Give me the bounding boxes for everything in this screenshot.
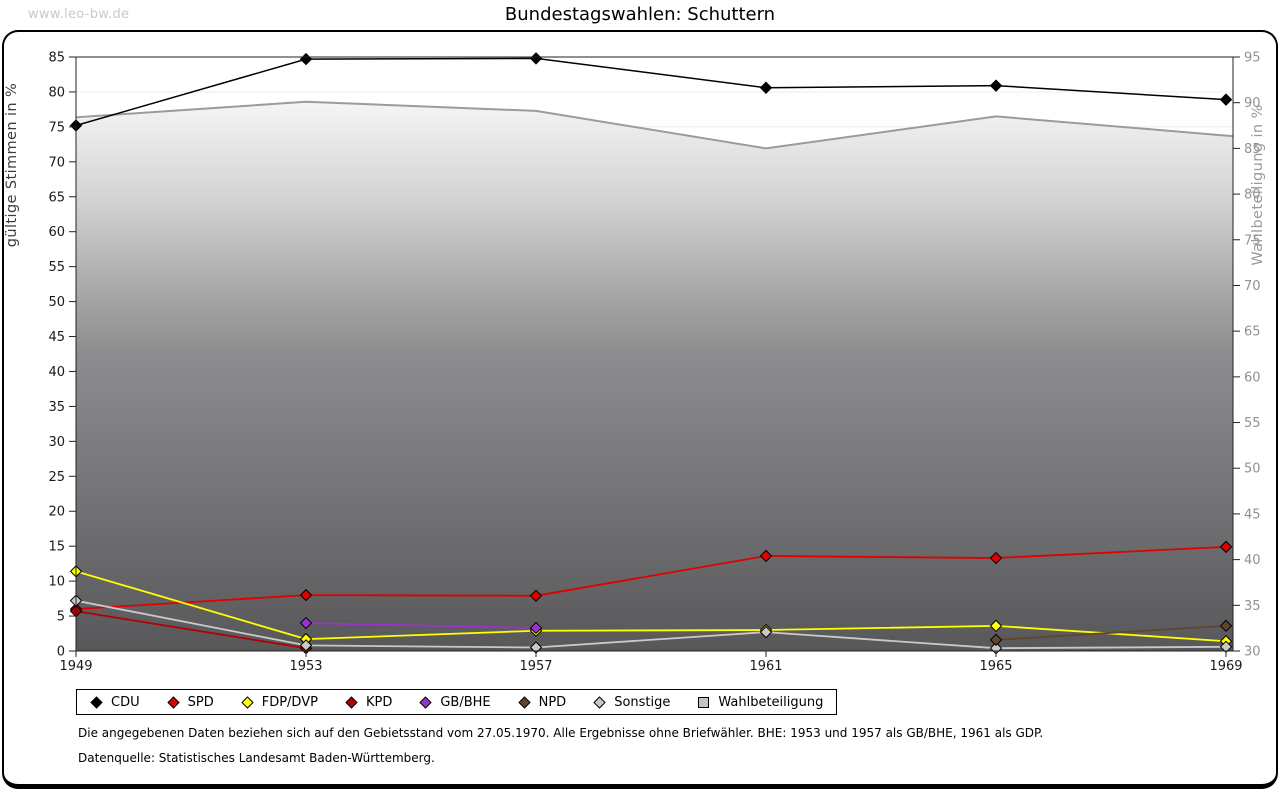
svg-text:80: 80 [48, 85, 65, 100]
series-markers-NPD [989, 619, 1233, 647]
y-axis-title-right: Wahlbeteiligung in % [1250, 104, 1266, 265]
svg-text:65: 65 [1244, 325, 1261, 340]
legend-diamond-icon [593, 695, 606, 709]
series-line-KPD [75, 610, 307, 650]
legend-item-KPD: KPD [345, 695, 392, 710]
svg-text:1965: 1965 [979, 659, 1012, 674]
svg-text:95: 95 [1244, 51, 1261, 66]
svg-text:1961: 1961 [749, 659, 782, 674]
svg-text:1949: 1949 [59, 659, 92, 674]
svg-text:1957: 1957 [519, 659, 552, 674]
svg-text:40: 40 [48, 365, 65, 380]
series-markers-CDU [69, 52, 1233, 132]
election-chart: 0 5 10 15 20 25 30 35 40 45 50 55 60 65 70 75 80 85 30 35 40… [4, 51, 1266, 675]
watermark: www.leo-bw.de [28, 7, 130, 22]
legend-label: CDU [111, 694, 140, 710]
turnout-line [75, 100, 1234, 150]
legend-item-NPD: NPD [517, 694, 567, 710]
svg-text:75: 75 [1244, 233, 1261, 248]
svg-text:15: 15 [48, 540, 65, 555]
svg-text:35: 35 [1244, 599, 1261, 614]
svg-text:55: 55 [48, 260, 65, 275]
chart-legend: CDU SPD FDP/DVP KPD GB/BHE NPD Sonstige Wahlbet… [76, 689, 838, 715]
legend-label: NPD [538, 694, 567, 710]
legend-diamond-icon [345, 695, 358, 709]
svg-text:70: 70 [48, 155, 65, 170]
turnout-area [76, 101, 1233, 652]
svg-text:85: 85 [48, 51, 65, 66]
legend-item-CDU: CDU [90, 695, 140, 710]
svg-text:45: 45 [1244, 507, 1261, 522]
svg-text:30: 30 [48, 435, 65, 450]
series-line-FDP/DVP [75, 570, 1227, 643]
footnote-datenquelle: Datenquelle: Statistisches Landesamt Bad… [78, 751, 435, 765]
footnote-gebietsstand: Die angegebenen Daten beziehen sich auf … [78, 726, 1044, 740]
page-title: Bundestagswahlen: Schuttern [504, 4, 776, 25]
svg-text:80: 80 [1244, 188, 1261, 203]
legend-label: FDP/DVP [261, 694, 318, 710]
y-axis-title-left: gültige Stimmen in % [4, 83, 20, 247]
legend-label: Sonstige [614, 694, 671, 710]
svg-text:45: 45 [48, 330, 65, 345]
plot-border [75, 56, 1234, 652]
legend-item-FDP/DVP: FDP/DVP [241, 695, 318, 710]
legend-diamond-icon [517, 695, 531, 709]
svg-text:0: 0 [57, 645, 65, 660]
legend-diamond-icon [419, 695, 433, 709]
svg-text:90: 90 [1244, 96, 1261, 111]
legend-item-GB/BHE: GB/BHE [419, 694, 491, 710]
svg-text:1953: 1953 [289, 659, 322, 674]
series-line-Sonstige [75, 599, 1227, 650]
series-line-NPD [995, 624, 1227, 641]
svg-text:50: 50 [1244, 462, 1261, 477]
series-line-SPD [75, 545, 1227, 610]
legend-diamond-icon [241, 695, 254, 709]
svg-text:50: 50 [48, 295, 65, 310]
svg-text:25: 25 [48, 470, 65, 485]
svg-text:85: 85 [1244, 142, 1261, 157]
svg-text:65: 65 [48, 190, 65, 205]
legend-label: KPD [365, 694, 393, 710]
series-markers-GB/BHE [299, 616, 543, 635]
series-line-GB/BHE [305, 622, 537, 629]
legend-label: SPD [187, 694, 214, 710]
legend-item-Sonstige: Sonstige [593, 695, 670, 710]
axis-ticks [69, 56, 1240, 657]
svg-text:70: 70 [1244, 279, 1261, 294]
axis-tick-labels: 0 5 10 15 20 25 30 35 40 45 50 55 60 65 70 75 80 85 30 35 40… [48, 51, 1260, 675]
svg-text:55: 55 [1244, 416, 1261, 431]
legend-diamond-icon [90, 695, 103, 709]
legend-label: Wahlbeteiligung [718, 694, 824, 710]
legend-square-icon [698, 696, 710, 708]
legend-item-Wahlbeteiligung: Wahlbeteiligung [697, 695, 823, 710]
series-line-CDU [75, 57, 1227, 127]
svg-text:10: 10 [48, 575, 65, 590]
legend-label: GB/BHE [440, 694, 491, 710]
svg-text:75: 75 [48, 120, 65, 135]
legend-diamond-icon [166, 695, 180, 709]
svg-text:40: 40 [1244, 553, 1261, 568]
svg-text:1969: 1969 [1209, 659, 1242, 674]
svg-text:60: 60 [1244, 370, 1261, 385]
svg-text:20: 20 [48, 505, 65, 520]
svg-text:60: 60 [48, 225, 65, 240]
svg-text:30: 30 [1244, 645, 1261, 660]
svg-text:5: 5 [57, 610, 65, 625]
legend-item-SPD: SPD [166, 694, 214, 710]
svg-text:35: 35 [48, 400, 65, 415]
